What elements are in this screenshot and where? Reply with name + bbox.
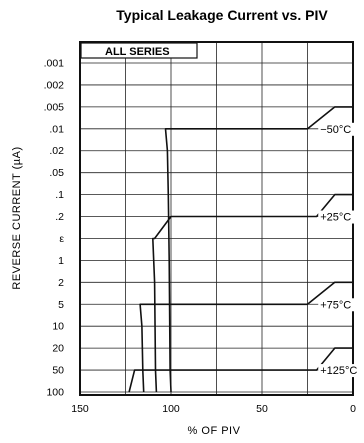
series-label-bg bbox=[318, 210, 364, 224]
y-tick-label: 50 bbox=[52, 365, 64, 377]
x-tick-label: 100 bbox=[162, 403, 180, 415]
y-axis-label: REVERSE CURRENT (µA) bbox=[11, 146, 23, 289]
x-tick-label: 150 bbox=[71, 403, 89, 415]
chart-title: Typical Leakage Current vs. PIV bbox=[116, 7, 328, 23]
series-line-2 bbox=[139, 281, 353, 393]
y-tick-label: 100 bbox=[46, 387, 64, 399]
series-label-bg bbox=[318, 122, 364, 136]
y-tick-label: .005 bbox=[44, 101, 65, 113]
x-axis-label: % OF PIV bbox=[188, 425, 241, 437]
series-line-3 bbox=[128, 347, 353, 393]
series-line-1 bbox=[152, 193, 353, 393]
series-label-2: +75°C bbox=[320, 299, 351, 311]
y-tick-label: 5 bbox=[58, 299, 64, 311]
x-tick-labels: 150 100 50 0 bbox=[71, 403, 356, 415]
series-badge: ALL SERIES bbox=[80, 42, 198, 59]
y-tick-label: .05 bbox=[49, 167, 64, 179]
series-label-bg bbox=[318, 298, 364, 312]
y-tick-label: ε bbox=[59, 233, 64, 245]
y-tick-label: 20 bbox=[52, 343, 64, 355]
y-tick-label: 2 bbox=[58, 277, 64, 289]
series-label-1: +25°C bbox=[320, 212, 351, 224]
badge-box bbox=[80, 42, 198, 59]
y-tick-label: 1 bbox=[58, 255, 64, 267]
series-labels: −50°C +25°C +75°C +125°C bbox=[318, 122, 364, 378]
grid bbox=[79, 42, 354, 395]
series-label-3: +125°C bbox=[320, 365, 357, 377]
y-tick-label: 10 bbox=[52, 321, 64, 333]
series-line-0 bbox=[164, 106, 353, 393]
series-curves bbox=[128, 106, 353, 393]
x-tick-label: 50 bbox=[256, 403, 268, 415]
y-tick-label: .02 bbox=[49, 145, 64, 157]
y-tick-label: .001 bbox=[44, 58, 65, 70]
x-tick-label: 0 bbox=[350, 403, 356, 415]
y-tick-label: .1 bbox=[55, 189, 64, 201]
all-series-label: ALL SERIES bbox=[105, 46, 170, 58]
y-tick-labels: .001 .002 .005 .01 .02 .05 .1 .2 ε 1 2 5 10 20 50 100 bbox=[44, 58, 65, 399]
y-tick-label: .01 bbox=[49, 123, 64, 135]
series-label-bg bbox=[318, 364, 364, 378]
y-tick-label: .002 bbox=[44, 79, 65, 91]
y-tick-label: .2 bbox=[55, 211, 64, 223]
series-label-0: −50°C bbox=[320, 124, 351, 136]
